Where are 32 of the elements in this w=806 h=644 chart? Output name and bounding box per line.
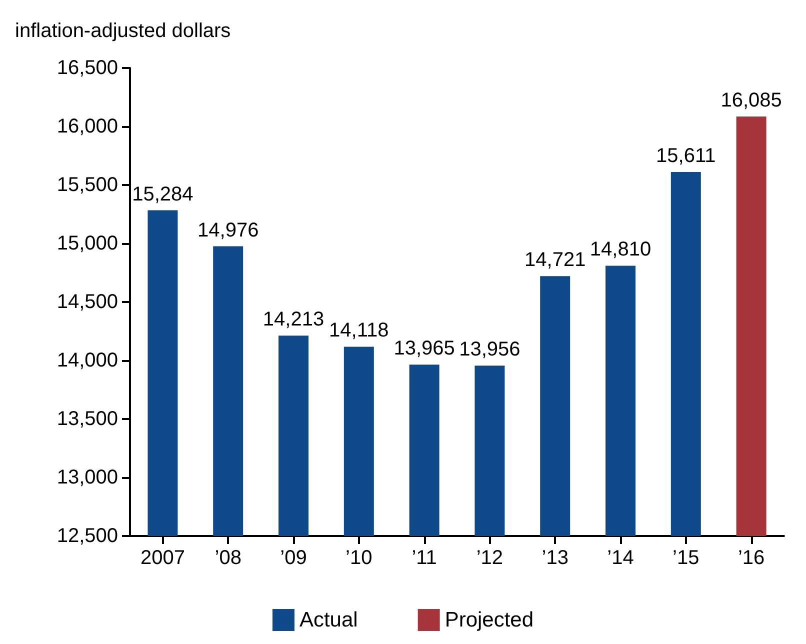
data-label: 16,085 (720, 90, 782, 112)
data-label: 14,118 (329, 320, 389, 342)
y-tick-label: 12,500 (56, 525, 118, 547)
data-label: 14,976 (198, 219, 259, 242)
legend-label: Projected (444, 608, 534, 632)
y-tick-label: 15,000 (56, 232, 118, 254)
y-tick-label: 15,500 (56, 174, 118, 196)
y-tick-label: 16,000 (56, 116, 118, 138)
x-tick-label: ’10 (346, 547, 372, 569)
data-label: 15,611 (656, 145, 716, 168)
data-label: 14,810 (590, 238, 652, 261)
y-tick-label: 13,000 (56, 466, 118, 488)
data-label: 14,213 (262, 308, 324, 331)
data-label: 14,721 (524, 249, 586, 272)
y-tick-label: 13,500 (56, 408, 118, 430)
x-tick-label: 2007 (140, 547, 185, 569)
x-tick-label: ’08 (214, 547, 242, 569)
y-tick-label: 14,000 (56, 350, 118, 372)
x-tick-label: ’11 (412, 547, 437, 569)
x-tick-label: ’14 (607, 547, 634, 569)
y-axis-title: inflation-adjusted dollars (15, 20, 231, 42)
x-tick-label: ’09 (280, 547, 307, 569)
y-tick-label: 16,500 (56, 57, 118, 79)
x-tick-label: ’12 (476, 547, 504, 569)
data-label: 13,956 (459, 338, 520, 361)
x-tick-label: ’16 (738, 547, 765, 569)
x-tick-label: ’13 (542, 547, 568, 569)
data-label: 15,284 (132, 183, 194, 206)
x-tick-label: ’15 (672, 547, 700, 569)
legend-label: Actual (299, 608, 358, 632)
data-label: 13,965 (394, 338, 455, 360)
y-tick-label: 14,500 (56, 291, 118, 313)
